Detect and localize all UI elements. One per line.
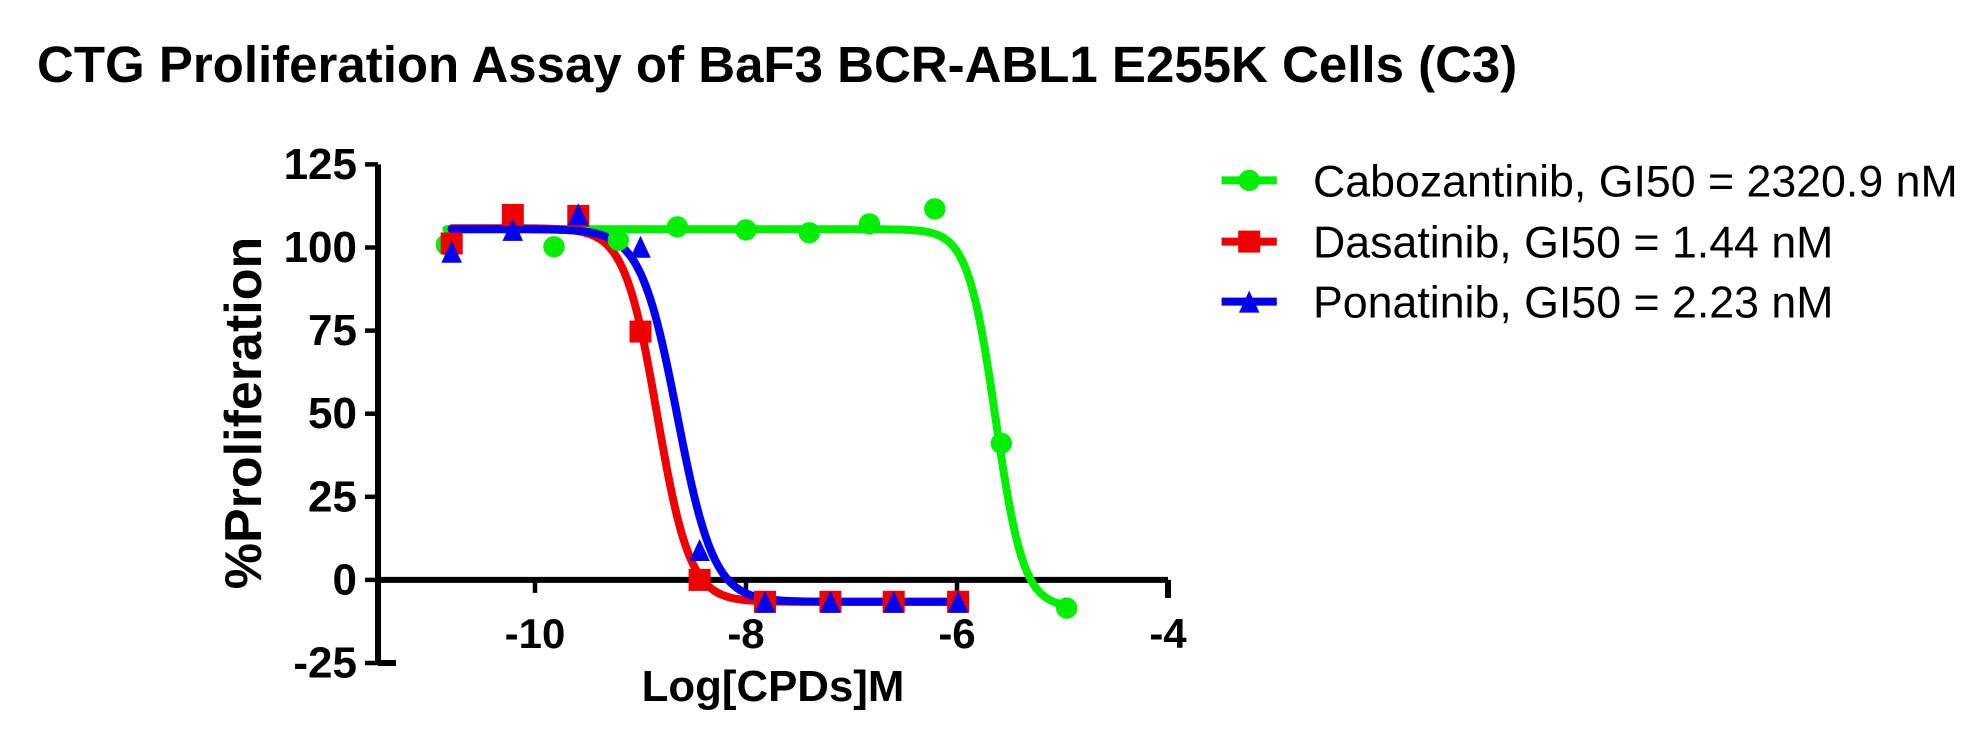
svg-text:25: 25 [308,472,357,521]
svg-text:75: 75 [308,306,357,355]
svg-text:%Proliferation: %Proliferation [215,237,273,590]
svg-text:-6: -6 [938,610,975,657]
svg-text:-25: -25 [293,639,357,688]
svg-text:Cabozantinib, GI50 = 2320.9 nM: Cabozantinib, GI50 = 2320.9 nM [1313,157,1958,206]
svg-text:100: 100 [284,223,357,272]
svg-text:-4: -4 [1149,610,1187,657]
svg-text:Dasatinib, GI50 = 1.44 nM: Dasatinib, GI50 = 1.44 nM [1313,219,1833,268]
svg-text:0: 0 [333,555,357,604]
svg-text:50: 50 [308,389,357,438]
svg-text:Ponatinib, GI50 = 2.23 nM: Ponatinib, GI50 = 2.23 nM [1313,279,1833,328]
svg-text:-8: -8 [727,610,764,657]
svg-text:-10: -10 [505,610,566,657]
svg-text:125: 125 [284,140,357,189]
svg-text:Log[CPDs]M: Log[CPDs]M [642,662,905,711]
